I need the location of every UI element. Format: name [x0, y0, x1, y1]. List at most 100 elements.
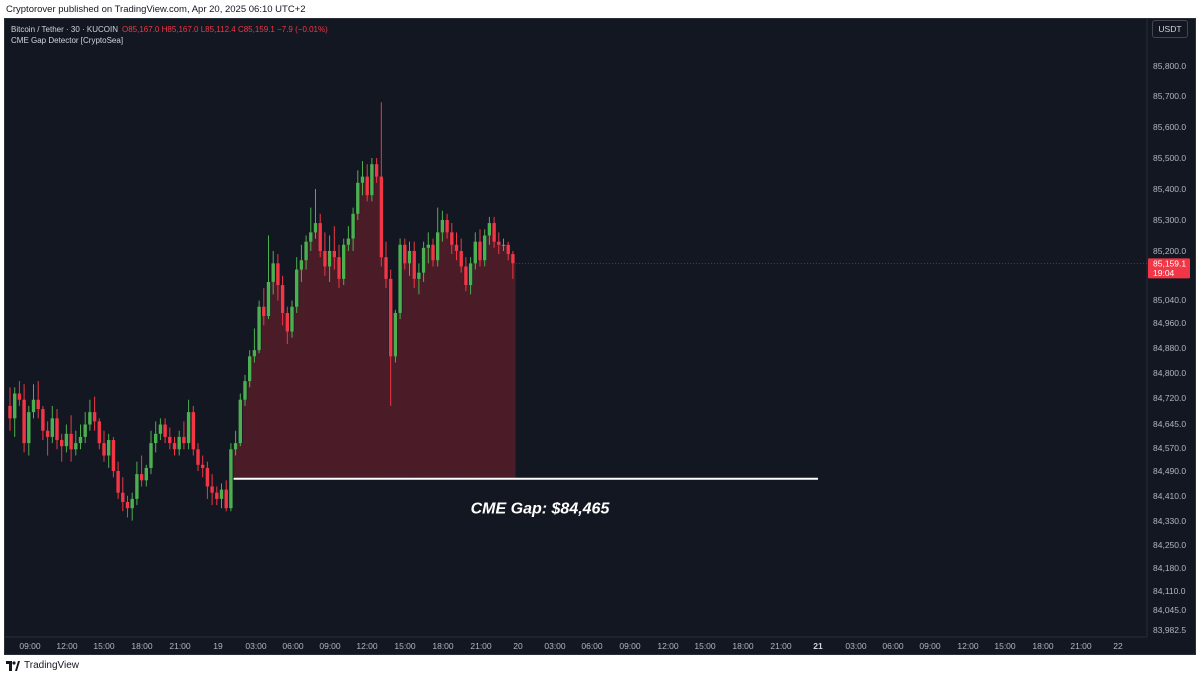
candle-body [295, 269, 299, 307]
x-tick-label: 21:00 [770, 641, 792, 651]
gap-fill-bar [472, 263, 478, 479]
gap-fill-bar [364, 195, 370, 479]
symbol-label: Bitcoin / Tether · 30 · KUCOIN [11, 25, 118, 34]
y-tick-label: 84,180.0 [1153, 563, 1186, 573]
candle-body [163, 424, 167, 437]
y-tick-label: 84,645.0 [1153, 419, 1186, 429]
cme-gap-label: CME Gap: $84,465 [471, 501, 611, 518]
candle-body [318, 223, 322, 251]
gap-fill-bar [505, 254, 511, 479]
last-price-tag [1148, 258, 1190, 279]
candle-body [393, 312, 398, 357]
candle-body [323, 250, 327, 267]
y-tick-label: 84,960.0 [1153, 318, 1186, 328]
gap-fill-bar [491, 241, 497, 479]
x-tick-label: 15:00 [93, 641, 115, 651]
gap-fill-bar [430, 260, 436, 479]
x-tick-label: 21:00 [470, 641, 492, 651]
candle-body [478, 241, 482, 261]
gap-fill-bar [284, 331, 290, 479]
candle-body [144, 467, 148, 481]
candle-body [130, 498, 134, 509]
y-tick-label: 84,410.0 [1153, 491, 1186, 501]
candle-body [243, 381, 247, 400]
candle-body [332, 250, 336, 258]
gap-fill-bar [266, 316, 272, 479]
x-tick-label: 12:00 [356, 641, 378, 651]
gap-fill-bar [458, 266, 464, 479]
candle-body [379, 176, 383, 258]
candle-body [168, 436, 172, 444]
candle-body [309, 232, 313, 242]
gap-fill-bar [261, 316, 267, 479]
x-tick-label: 22 [1113, 641, 1123, 651]
candle-body [252, 350, 257, 357]
gap-fill-bar [496, 244, 502, 479]
x-tick-label: 18:00 [732, 641, 754, 651]
candle-body [60, 440, 64, 447]
candle-body [421, 247, 426, 273]
candle-body [69, 433, 73, 450]
gap-fill-bar [416, 278, 422, 479]
gap-fill-bar [317, 250, 323, 479]
candle-body [97, 421, 101, 444]
candle-body [64, 433, 69, 447]
candle-body [196, 449, 200, 465]
gap-fill-bar [378, 257, 384, 479]
candle-body [276, 263, 280, 286]
candle-body [111, 440, 116, 471]
gap-fill-bar [463, 285, 469, 479]
candle-body [22, 399, 26, 444]
gap-fill-bar [388, 356, 394, 479]
gap-fill-bar [383, 278, 389, 479]
x-tick-label: 15:00 [994, 641, 1016, 651]
x-tick-label: 03:00 [544, 641, 566, 651]
gap-fill-bar [299, 269, 305, 479]
candle-body [215, 492, 219, 499]
publisher-bar: Cryptorover published on TradingView.com… [0, 0, 1200, 18]
currency-selector[interactable]: USDT [1152, 20, 1188, 38]
candle-body [158, 424, 163, 434]
gap-fill-bar [256, 350, 262, 479]
candle-body [431, 244, 435, 261]
branding-bar [0, 655, 1200, 677]
gap-fill-bar [322, 266, 328, 479]
candle-body [360, 176, 365, 183]
candle-body [501, 244, 506, 246]
chart-legend: Bitcoin / Tether · 30 · KUCOIN O85,167.0 … [11, 24, 328, 46]
candle-body [224, 489, 228, 509]
x-tick-label: 18:00 [1032, 641, 1054, 651]
x-tick-label: 09:00 [19, 641, 41, 651]
chart-frame[interactable] [4, 18, 1196, 655]
gap-fill-bar [374, 176, 380, 479]
candle-body [154, 433, 158, 444]
ohlc-readout: O85,167.0 H85,167.0 L85,112.4 C85,159.1 … [122, 25, 328, 34]
y-tick-label: 85,500.0 [1153, 153, 1186, 163]
x-tick-label: 18:00 [131, 641, 153, 651]
candle-body [304, 241, 308, 261]
y-tick-label: 85,700.0 [1153, 91, 1186, 101]
candle-body [149, 443, 153, 468]
candle-body [454, 244, 459, 251]
candle-body [436, 232, 440, 261]
gap-fill-bar [346, 244, 352, 479]
indicator-label[interactable]: CME Gap Detector [CryptoSea] [11, 36, 124, 45]
gap-fill-bar [369, 195, 375, 479]
last-price-value: 85,159.1 [1153, 258, 1186, 268]
candle-body [506, 244, 510, 255]
candle-body [55, 418, 59, 441]
x-tick-label: 15:00 [694, 641, 716, 651]
candle-body [186, 412, 191, 444]
gap-fill-bar [313, 232, 319, 479]
gap-fill-bar [275, 285, 281, 479]
gap-fill-bar [407, 263, 413, 479]
candle-body [327, 250, 332, 267]
y-tick-label: 85,800.0 [1153, 61, 1186, 71]
candle-body [337, 257, 341, 279]
y-tick-label: 84,720.0 [1153, 393, 1186, 403]
candle-body [280, 285, 285, 313]
gap-fill-bar [355, 213, 361, 479]
x-tick-label: 21:00 [169, 641, 191, 651]
branding-text: TradingView [24, 660, 80, 671]
